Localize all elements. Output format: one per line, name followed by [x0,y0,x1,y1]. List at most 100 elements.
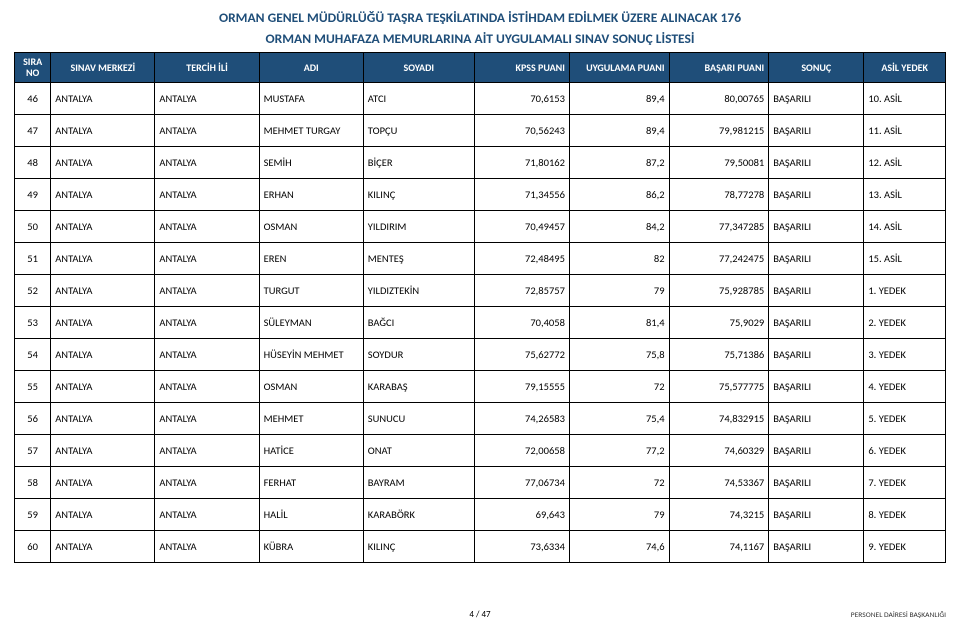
table-row: 49ANTALYAANTALYAERHANKILINÇ71,3455686,27… [15,178,946,210]
cell-sinav-merkezi: ANTALYA [51,114,155,146]
cell-sira-no: 56 [15,402,51,434]
cell-sira-no: 59 [15,498,51,530]
cell-sinav-merkezi: ANTALYA [51,370,155,402]
table-row: 56ANTALYAANTALYAMEHMETSUNUCU74,2658375,4… [15,402,946,434]
cell-asil-yedek: 10. ASİL [864,82,946,114]
cell-sonuc: BAŞARILI [769,498,864,530]
cell-soyadi: KARABAŞ [363,370,474,402]
cell-adi: OSMAN [259,210,363,242]
cell-kpss-puani: 73,6334 [474,530,569,562]
cell-basari-puani: 74,53367 [669,466,769,498]
cell-uygulama-puani: 77,2 [569,434,669,466]
cell-tercih-ili: ANTALYA [155,338,259,370]
cell-basari-puani: 75,9029 [669,306,769,338]
cell-soyadi: BİÇER [363,146,474,178]
cell-tercih-ili: ANTALYA [155,498,259,530]
cell-sinav-merkezi: ANTALYA [51,210,155,242]
cell-kpss-puani: 72,48495 [474,242,569,274]
cell-adi: MEHMET TURGAY [259,114,363,146]
cell-tercih-ili: ANTALYA [155,146,259,178]
cell-uygulama-puani: 72 [569,466,669,498]
cell-basari-puani: 74,832915 [669,402,769,434]
cell-sinav-merkezi: ANTALYA [51,146,155,178]
cell-sonuc: BAŞARILI [769,210,864,242]
cell-soyadi: SUNUCU [363,402,474,434]
footer-right-text: PERSONEL DAİRESİ BAŞKANLIĞI [851,611,946,620]
cell-kpss-puani: 72,85757 [474,274,569,306]
cell-kpss-puani: 70,56243 [474,114,569,146]
col-uygulama-puani: UYGULAMA PUANI [569,52,669,82]
cell-asil-yedek: 6. YEDEK [864,434,946,466]
cell-sonuc: BAŞARILI [769,82,864,114]
cell-kpss-puani: 69,643 [474,498,569,530]
col-adi: ADI [259,52,363,82]
cell-soyadi: ATCI [363,82,474,114]
cell-sonuc: BAŞARILI [769,274,864,306]
cell-basari-puani: 79,50081 [669,146,769,178]
cell-tercih-ili: ANTALYA [155,210,259,242]
table-row: 55ANTALYAANTALYAOSMANKARABAŞ79,155557275… [15,370,946,402]
table-row: 47ANTALYAANTALYAMEHMET TURGAYTOPÇU70,562… [15,114,946,146]
cell-adi: SÜLEYMAN [259,306,363,338]
cell-sonuc: BAŞARILI [769,178,864,210]
cell-sinav-merkezi: ANTALYA [51,178,155,210]
cell-adi: OSMAN [259,370,363,402]
cell-soyadi: SOYDUR [363,338,474,370]
cell-basari-puani: 77,347285 [669,210,769,242]
cell-uygulama-puani: 89,4 [569,82,669,114]
cell-adi: MEHMET [259,402,363,434]
col-sonuc: SONUÇ [769,52,864,82]
cell-sinav-merkezi: ANTALYA [51,306,155,338]
cell-soyadi: BAĞCI [363,306,474,338]
cell-sonuc: BAŞARILI [769,114,864,146]
cell-asil-yedek: 1. YEDEK [864,274,946,306]
cell-sonuc: BAŞARILI [769,338,864,370]
cell-sira-no: 46 [15,82,51,114]
table-body: 46ANTALYAANTALYAMUSTAFAATCI70,615389,480… [15,82,946,562]
cell-uygulama-puani: 75,4 [569,402,669,434]
cell-basari-puani: 75,577775 [669,370,769,402]
cell-kpss-puani: 74,26583 [474,402,569,434]
cell-asil-yedek: 13. ASİL [864,178,946,210]
cell-sinav-merkezi: ANTALYA [51,82,155,114]
cell-adi: ERHAN [259,178,363,210]
cell-soyadi: MENTEŞ [363,242,474,274]
cell-sinav-merkezi: ANTALYA [51,274,155,306]
cell-asil-yedek: 7. YEDEK [864,466,946,498]
cell-asil-yedek: 4. YEDEK [864,370,946,402]
cell-sira-no: 60 [15,530,51,562]
cell-tercih-ili: ANTALYA [155,82,259,114]
cell-uygulama-puani: 79 [569,498,669,530]
table-row: 53ANTALYAANTALYASÜLEYMANBAĞCI70,405881,4… [15,306,946,338]
cell-soyadi: ONAT [363,434,474,466]
table-row: 60ANTALYAANTALYAKÜBRAKILINÇ73,633474,674… [15,530,946,562]
cell-soyadi: BAYRAM [363,466,474,498]
cell-kpss-puani: 71,80162 [474,146,569,178]
col-basari-puani: BAŞARI PUANI [669,52,769,82]
cell-sonuc: BAŞARILI [769,434,864,466]
cell-adi: EREN [259,242,363,274]
cell-asil-yedek: 12. ASİL [864,146,946,178]
cell-kpss-puani: 79,15555 [474,370,569,402]
cell-sinav-merkezi: ANTALYA [51,466,155,498]
cell-sira-no: 49 [15,178,51,210]
col-soyadi: SOYADI [363,52,474,82]
cell-sira-no: 53 [15,306,51,338]
page-title-line2: ORMAN MUHAFAZA MEMURLARINA AİT UYGULAMAL… [14,31,946,48]
cell-sira-no: 48 [15,146,51,178]
cell-tercih-ili: ANTALYA [155,178,259,210]
col-sinav-merkezi: SINAV MERKEZİ [51,52,155,82]
cell-sonuc: BAŞARILI [769,402,864,434]
cell-tercih-ili: ANTALYA [155,530,259,562]
cell-sira-no: 54 [15,338,51,370]
cell-basari-puani: 78,77278 [669,178,769,210]
header-row: SIRA NO SINAV MERKEZİ TERCİH İLİ ADI SOY… [15,52,946,82]
cell-uygulama-puani: 72 [569,370,669,402]
cell-uygulama-puani: 84,2 [569,210,669,242]
table-row: 57ANTALYAANTALYAHATİCEONAT72,0065877,274… [15,434,946,466]
cell-adi: HATİCE [259,434,363,466]
cell-sonuc: BAŞARILI [769,242,864,274]
cell-asil-yedek: 3. YEDEK [864,338,946,370]
cell-basari-puani: 75,928785 [669,274,769,306]
cell-sira-no: 58 [15,466,51,498]
